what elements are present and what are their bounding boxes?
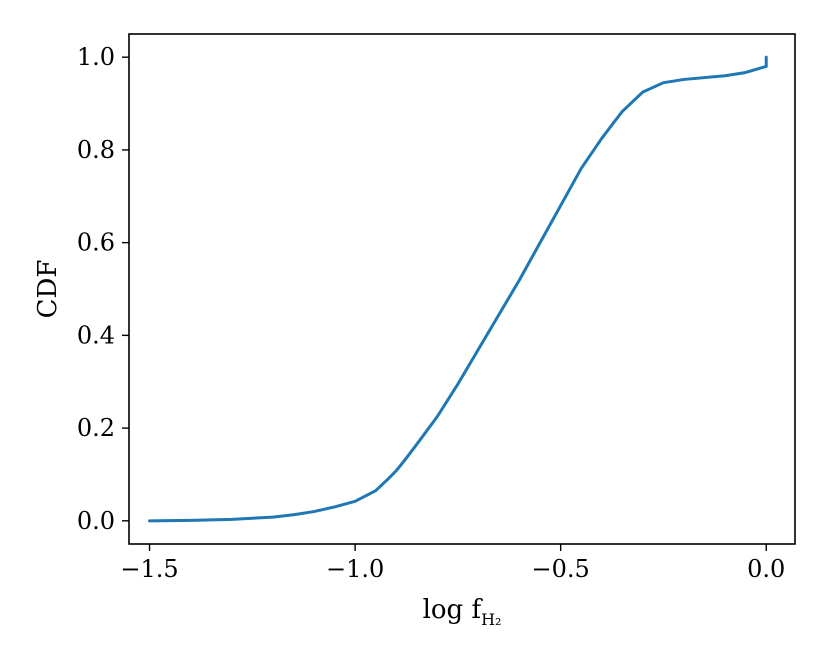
y-tick-label: 1.0 xyxy=(77,43,115,71)
y-tick-label: 0.8 xyxy=(77,136,115,164)
series-layer xyxy=(148,55,768,523)
x-axis-label: log fH₂ xyxy=(423,595,502,629)
y-tick-label: 0.2 xyxy=(77,414,115,442)
x-axis-label-main: log f xyxy=(423,595,484,625)
y-tick-label: 0.0 xyxy=(77,507,115,535)
y-axis-label: CDF xyxy=(33,260,63,319)
plot-area xyxy=(128,33,796,545)
y-axis-ticks: 0.0 0.2 0.4 0.6 0.8 1.0 xyxy=(77,43,129,535)
x-tick-label: −1.0 xyxy=(326,555,384,583)
x-tick-label: −0.5 xyxy=(532,555,590,583)
cdf-series-line xyxy=(148,55,768,523)
y-tick-label: 0.4 xyxy=(77,321,115,349)
y-tick-label: 0.6 xyxy=(77,229,115,257)
x-tick-label: −1.5 xyxy=(120,555,178,583)
x-axis-ticks: −1.5 −1.0 −0.5 0.0 xyxy=(120,544,785,583)
axes-frame xyxy=(128,33,796,545)
x-tick-label: 0.0 xyxy=(747,555,785,583)
x-axis-label-subscript: H₂ xyxy=(481,610,501,629)
